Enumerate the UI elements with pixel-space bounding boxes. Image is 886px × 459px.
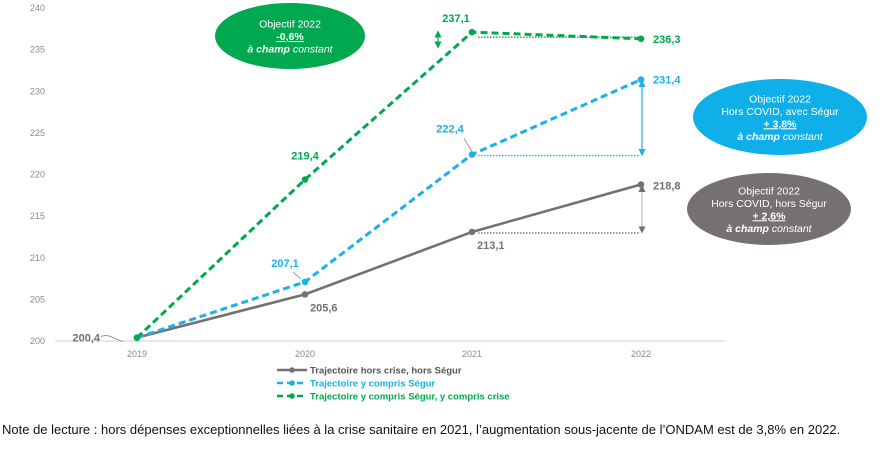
data-label: 207,1: [271, 258, 299, 270]
data-label: 219,4: [291, 150, 319, 162]
data-label: 222,4: [436, 124, 464, 136]
series-lines: [133, 28, 645, 341]
leader-line: [100, 335, 124, 343]
data-label: 205,6: [310, 302, 338, 314]
data-point: [301, 176, 309, 183]
bubble-text-line: à champ constant: [247, 44, 333, 56]
reference-guides: [434, 30, 646, 234]
data-point: [468, 228, 476, 236]
bubble-bold-span: à champ: [247, 44, 290, 56]
data-point: [637, 181, 645, 188]
legend-label: Trajectoire y compris Ségur: [310, 379, 435, 390]
y-tick-label: 205: [30, 294, 45, 304]
data-labels: 200,4 205,6 213,1 218,8 207,1 222,4 231,4 219,4…: [72, 13, 681, 345]
objective-bubble: [693, 79, 867, 155]
bubble-text-line: Hors COVID, hors Ségur: [711, 198, 827, 210]
bubble-text-line: Objectif 2022: [738, 185, 800, 197]
y-tick-label: 225: [30, 128, 45, 138]
data-label: 200,4: [72, 333, 100, 345]
legend-marker: [289, 367, 295, 373]
y-tick-label: 220: [30, 170, 45, 180]
bubble-text-line: Objectif 2022: [259, 19, 321, 31]
y-tick-label: 200: [30, 336, 45, 346]
data-point: [133, 334, 141, 341]
series-line: [135, 30, 642, 339]
data-point: [637, 35, 645, 43]
series-line: [136, 183, 642, 339]
bubble-bold-span: à champ: [726, 223, 769, 235]
objective-bubble: [215, 3, 365, 69]
data-point: [637, 76, 645, 83]
data-label: 213,1: [477, 240, 505, 252]
y-tick-label: 235: [30, 45, 45, 55]
data-point: [301, 291, 309, 298]
bubble-text-line: -0,6%: [276, 31, 304, 43]
legend: Trajectoire hors crise, hors Ségur Trajec…: [277, 366, 510, 403]
bubble-text-line: + 3,8%: [764, 118, 798, 130]
data-label: 218,8: [653, 180, 681, 192]
x-tick-label: 2020: [295, 349, 315, 359]
y-axis-ticks: 200 205 210 215 220 225 230 235 240: [30, 3, 45, 346]
reading-note: Note de lecture : hors dépenses exceptio…: [2, 422, 841, 437]
y-tick-label: 240: [30, 3, 45, 13]
bubble-text-line: + 2,6%: [753, 210, 787, 222]
bubble-text-line: à champ constant: [737, 131, 823, 143]
x-tick-label: 2022: [631, 349, 651, 359]
bubble-text-line: Objectif 2022: [749, 93, 811, 105]
bubble-text-line: à champ constant: [726, 223, 812, 235]
objective-bubbles: Objectif 2022-0,6%à champ constantObject…: [215, 3, 867, 245]
leader-line: [463, 138, 473, 152]
bubble-rest-span: constant: [290, 44, 334, 56]
data-point: [468, 28, 476, 36]
data-label: 237,1: [442, 13, 470, 25]
y-tick-label: 210: [30, 253, 45, 263]
bubble-text-line: Hors COVID, avec Ségur: [721, 106, 839, 118]
leader-line: [292, 271, 302, 280]
bubble-rest-span: constant: [780, 131, 824, 143]
objective-bubble: [687, 173, 851, 245]
data-label: 236,3: [653, 34, 681, 46]
legend-marker: [289, 380, 295, 386]
data-point: [301, 278, 309, 286]
legend-label: Trajectoire y compris Ségur, y compris c…: [310, 392, 510, 403]
data-label: 231,4: [653, 75, 681, 87]
x-tick-label: 2021: [462, 349, 482, 359]
bubble-bold-span: à champ: [737, 131, 780, 143]
y-tick-label: 230: [30, 86, 45, 96]
legend-label: Trajectoire hors crise, hors Ségur: [310, 366, 462, 377]
x-axis-ticks: 2019 2020 2021 2022: [127, 349, 651, 359]
chart: 200 205 210 215 220 225 230 235 240 2019 2020 2021…: [30, 3, 867, 403]
data-point: [468, 151, 476, 158]
bubble-rest-span: constant: [769, 223, 813, 235]
series-line: [136, 78, 642, 340]
y-tick-label: 215: [30, 211, 45, 221]
legend-marker: [289, 393, 295, 399]
x-tick-label: 2019: [127, 349, 147, 359]
